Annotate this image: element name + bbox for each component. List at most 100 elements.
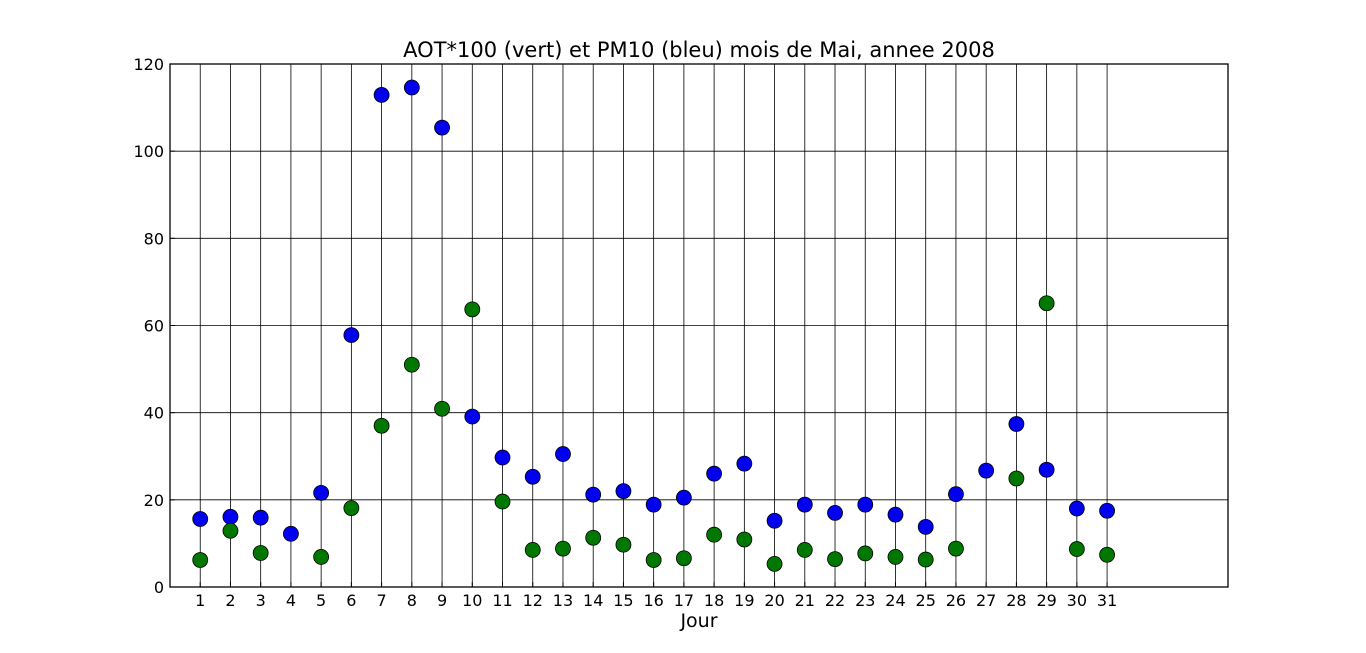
data-point	[1068, 541, 1085, 557]
data-point	[313, 549, 330, 565]
data-point	[524, 468, 541, 485]
data-point	[917, 518, 934, 535]
x-tick-label: 26	[946, 591, 966, 610]
x-tick-label: 15	[613, 591, 633, 610]
x-tick-label: 6	[346, 591, 356, 610]
series-1	[192, 79, 1115, 542]
data-point	[343, 327, 360, 343]
chart-title: AOT*100 (vert) et PM10 (bleu) mois de Ma…	[403, 38, 995, 62]
x-tick-label: 12	[523, 591, 543, 610]
x-tick-label: 28	[1006, 591, 1026, 610]
x-tick-label: 25	[916, 591, 936, 610]
data-point	[675, 489, 692, 506]
data-point	[464, 301, 481, 318]
data-point	[706, 465, 723, 482]
data-point	[615, 536, 632, 553]
data-point	[948, 486, 964, 503]
x-tick-label: 21	[795, 591, 815, 610]
data-point	[1038, 461, 1055, 478]
data-point	[252, 509, 269, 526]
data-point	[645, 496, 662, 513]
data-point	[313, 484, 330, 501]
data-point	[736, 455, 753, 472]
x-tick-label: 27	[976, 591, 996, 610]
x-tick-label: 9	[437, 591, 447, 610]
data-point	[857, 496, 874, 513]
x-tick-label: 22	[825, 591, 845, 610]
y-tick-label: 40	[144, 404, 164, 423]
y-tick-label: 0	[154, 578, 164, 597]
data-point	[434, 119, 450, 136]
data-point	[252, 545, 269, 561]
data-point	[524, 542, 541, 558]
data-point	[494, 449, 511, 466]
x-tick-label: 7	[377, 591, 387, 610]
data-point	[887, 506, 904, 523]
data-point	[796, 496, 813, 513]
data-point	[615, 483, 632, 500]
y-tick-label: 60	[144, 317, 164, 336]
data-point	[1008, 470, 1025, 487]
data-point	[403, 356, 420, 373]
data-point	[192, 511, 209, 527]
x-tick-label: 2	[225, 591, 235, 610]
x-tick-label: 11	[492, 591, 512, 610]
x-tick-label: 20	[764, 591, 784, 610]
x-tick-label: 5	[316, 591, 326, 610]
x-tick-label: 3	[256, 591, 266, 610]
data-point	[192, 552, 209, 568]
data-points	[192, 79, 1115, 572]
data-point	[1068, 500, 1085, 517]
data-point	[736, 531, 753, 548]
data-point	[373, 87, 390, 103]
data-point	[434, 400, 450, 417]
data-point	[1099, 546, 1115, 563]
data-point	[585, 486, 602, 503]
data-point	[343, 500, 360, 517]
series-2	[192, 295, 1115, 572]
data-point	[796, 542, 813, 558]
data-point	[1008, 416, 1025, 432]
ticks: 1 2 3 4 5 6 7 8 9 10 11 12 13 14 15 16 17 18 19 20 21 22 23 24 2…	[133, 55, 1117, 610]
x-tick-label: 14	[583, 591, 603, 610]
x-tick-label: 13	[553, 591, 573, 610]
y-tick-label: 20	[144, 491, 164, 510]
data-point	[1099, 502, 1115, 519]
data-point	[978, 462, 995, 479]
x-tick-label: 19	[734, 591, 754, 610]
data-point	[948, 540, 964, 557]
x-tick-label: 24	[885, 591, 905, 610]
data-point	[766, 512, 783, 529]
x-tick-label: 30	[1067, 591, 1087, 610]
data-point	[403, 79, 420, 96]
x-axis-title: Jour	[679, 610, 717, 632]
x-tick-label: 4	[286, 591, 296, 610]
data-point	[373, 417, 390, 434]
x-tick-label: 18	[704, 591, 724, 610]
data-point	[645, 552, 662, 568]
y-tick-label: 100	[133, 142, 164, 161]
data-point	[494, 493, 511, 510]
data-point	[857, 545, 874, 562]
x-tick-label: 31	[1097, 591, 1117, 610]
x-tick-label: 17	[674, 591, 694, 610]
data-point	[675, 550, 692, 567]
data-point	[1038, 295, 1055, 312]
data-point	[555, 446, 571, 462]
x-tick-label: 23	[855, 591, 875, 610]
data-point	[887, 549, 904, 565]
x-tick-label: 29	[1036, 591, 1056, 610]
data-point	[222, 522, 239, 539]
data-point	[464, 408, 481, 425]
x-tick-label: 16	[643, 591, 663, 610]
x-tick-label: 8	[407, 591, 417, 610]
data-point	[706, 526, 723, 543]
data-point	[917, 551, 934, 568]
data-point	[222, 508, 239, 525]
data-point	[585, 529, 602, 546]
y-tick-label: 120	[133, 55, 164, 74]
y-tick-label: 80	[144, 229, 164, 248]
data-point	[766, 556, 783, 572]
